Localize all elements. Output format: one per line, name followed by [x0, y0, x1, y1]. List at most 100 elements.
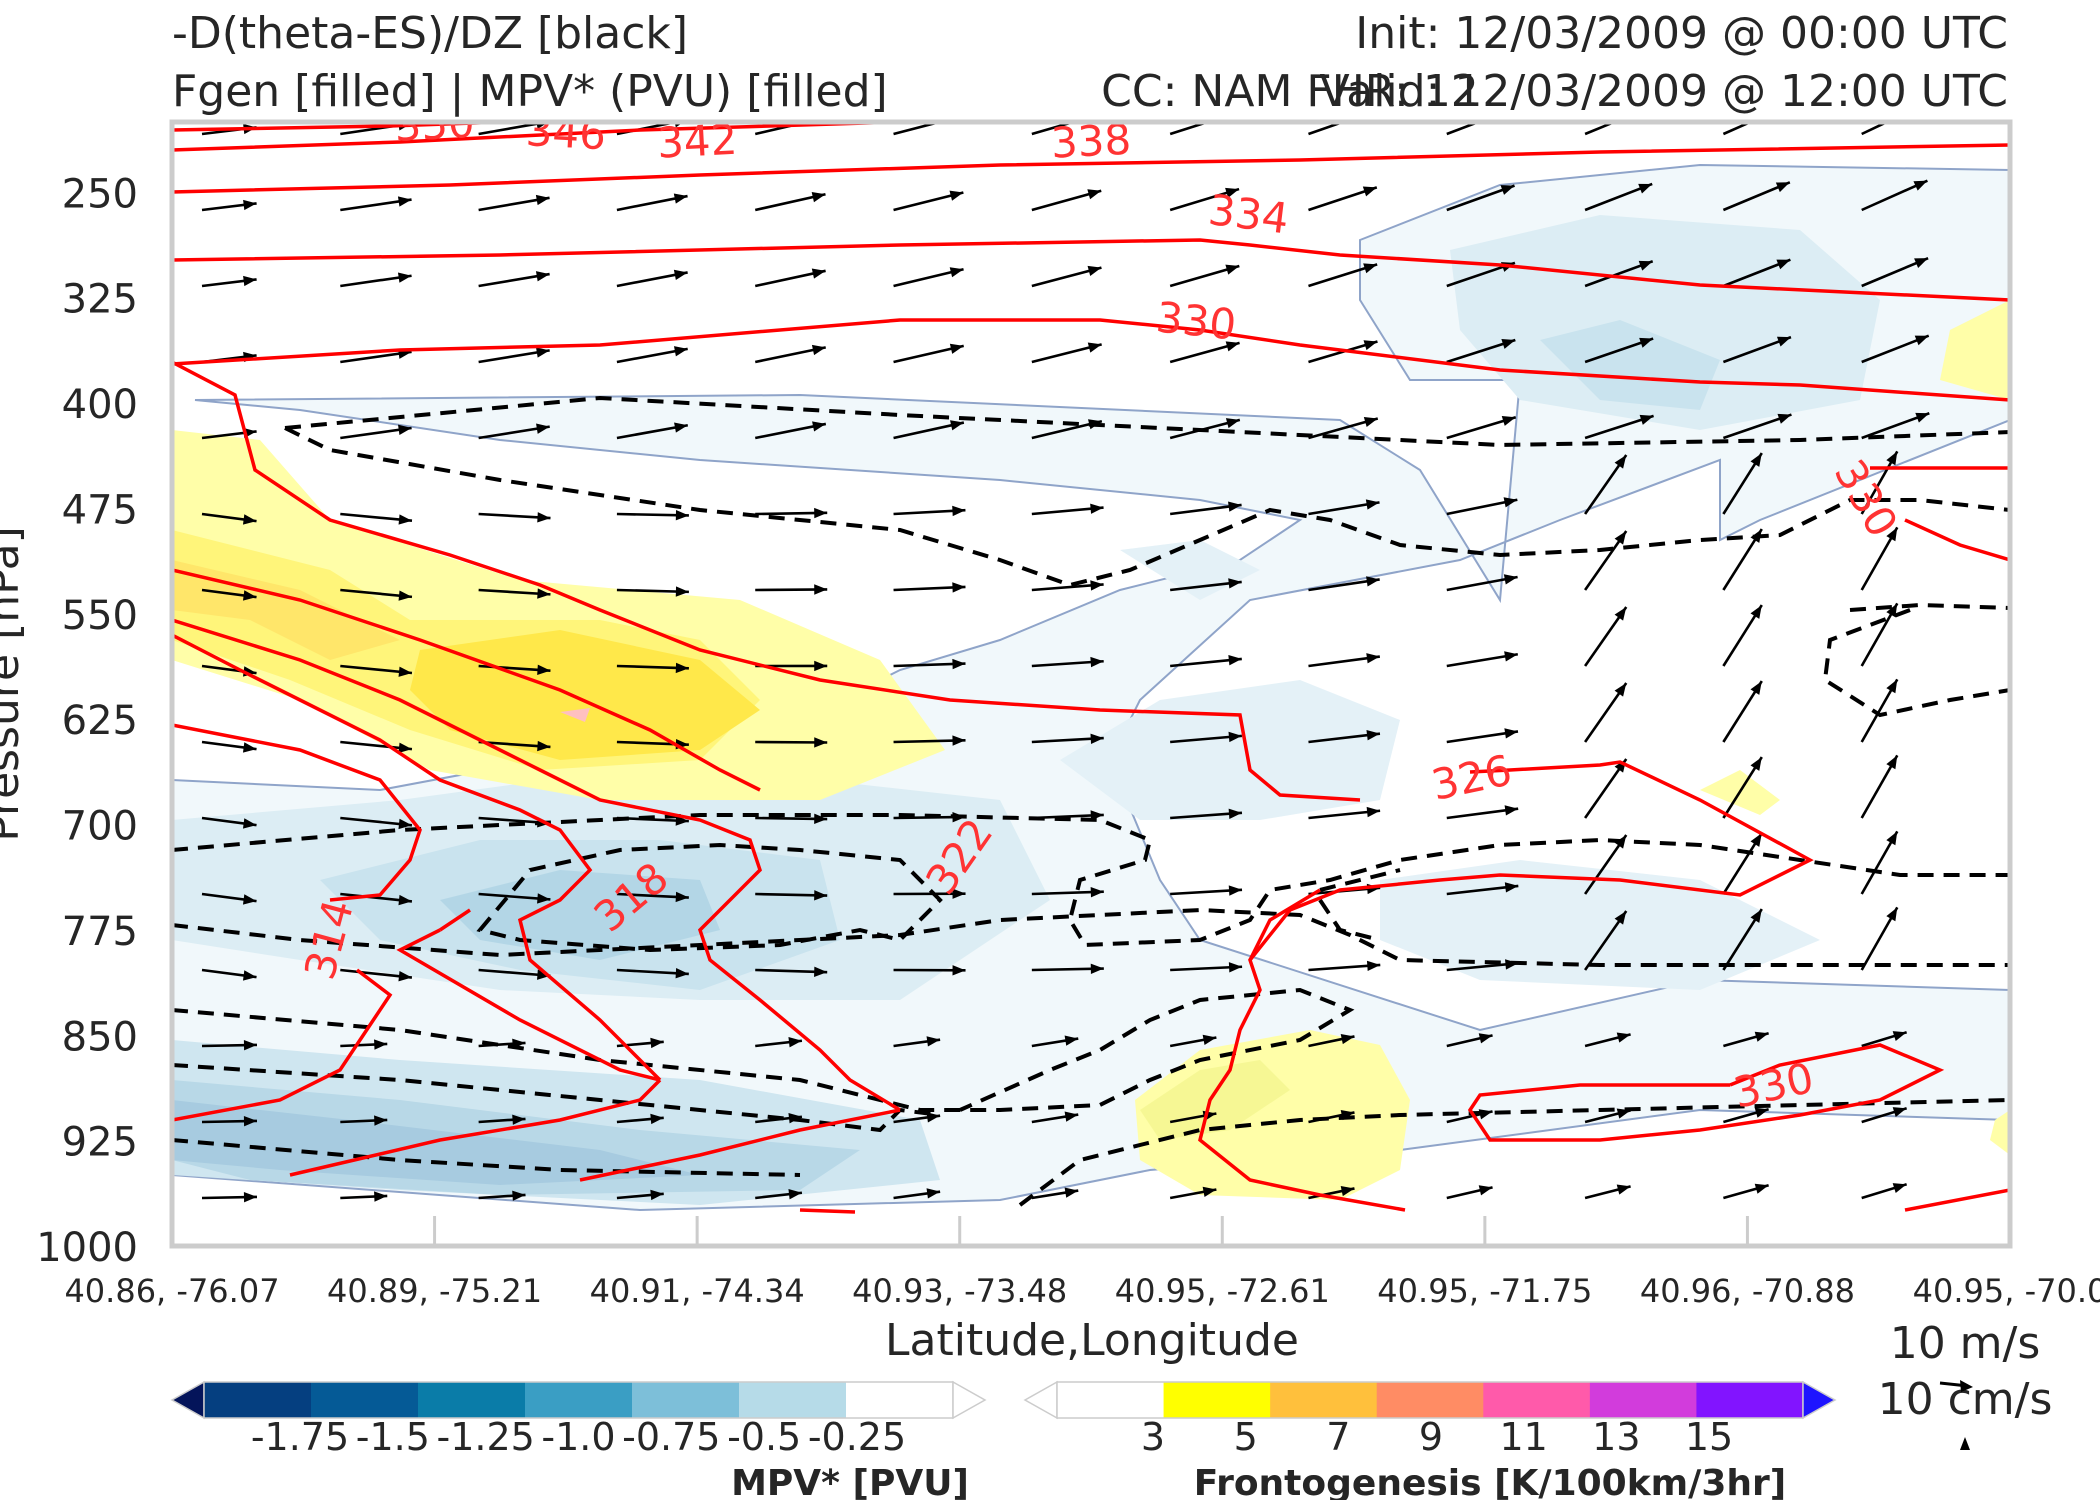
wind-arrow-head — [1914, 335, 1929, 346]
wind-arrow-head — [1090, 963, 1104, 975]
wind-arrow-head — [673, 346, 688, 357]
colorbar-segment — [525, 1382, 633, 1418]
theta-contour-label: 346 — [525, 106, 608, 159]
colorbar-tick-label: 5 — [1234, 1415, 1258, 1459]
wind-arrow-head — [1504, 728, 1518, 739]
wind-legend-cms: 10 cm/s — [1878, 1374, 2053, 1425]
wind-arrow-head — [1616, 1032, 1631, 1043]
x-tick-label: 40.95, -71.75 — [1377, 1272, 1592, 1310]
wind-arrow-head — [1754, 1183, 1769, 1194]
wind-arrow-head — [674, 422, 688, 433]
wind-arrow-head — [675, 662, 689, 674]
wind-arrow-head — [1777, 413, 1792, 424]
wind-arrow-head — [1614, 910, 1627, 925]
theta-contour-label: 338 — [1050, 115, 1133, 168]
wind-arrow-head — [1504, 882, 1519, 893]
wind-arrow-head — [814, 660, 828, 672]
wind-arrow-head — [1202, 1186, 1217, 1197]
wind-arrow-head — [1228, 962, 1243, 973]
x-axis: 40.86, -76.07 40.89, -75.21 40.91, -74.34 4… — [64, 1216, 2100, 1310]
title-left-line2: Fgen [filled] | MPV* (PVU) [filled] — [172, 66, 888, 117]
wind-arrow-head — [673, 269, 688, 281]
wind-arrow-head — [1228, 885, 1243, 896]
wind-arrow-head — [398, 894, 412, 906]
colorbar-segment — [846, 1382, 954, 1418]
wind-arrow-head — [537, 740, 551, 752]
wind-arrow-head — [1750, 681, 1762, 695]
wind-arrow-head — [1090, 580, 1104, 591]
wind-arrow-head — [1750, 833, 1762, 847]
wind-arrow-shaft — [893, 122, 945, 136]
wind-arrow-head — [1064, 1111, 1079, 1122]
wind-arrow-head — [1614, 606, 1627, 621]
wind-arrow-head — [1504, 805, 1519, 816]
wind-arrow-head — [952, 965, 966, 976]
wind-arrow-head — [1776, 336, 1791, 347]
wind-arrow-head — [1639, 414, 1654, 425]
wind-arrow-head — [1886, 755, 1898, 770]
wind-arrow-head — [1225, 187, 1240, 198]
wind-arrow-head — [537, 969, 551, 980]
wind-arrow-head — [1087, 265, 1102, 276]
wind-arrow-shaft — [1722, 122, 1754, 136]
colorbar-left-extension — [1023, 1380, 1058, 1420]
x-tick-label: 40.95, -70.0 — [1913, 1272, 2100, 1310]
wind-arrow-head — [1087, 342, 1102, 353]
colorbar-left-extension — [170, 1380, 205, 1420]
wind-arrow-head — [814, 966, 828, 977]
wind-arrow-head — [1892, 1107, 1907, 1118]
wind-arrow-shaft — [1446, 122, 1483, 136]
wind-arrow-head — [1750, 605, 1762, 619]
wind-arrow-head — [926, 1188, 941, 1199]
wind-arrow-head — [1754, 1107, 1769, 1118]
wind-arrow-head — [1886, 907, 1898, 922]
wind-arrow-head — [1639, 337, 1654, 348]
wind-arrow-head — [1228, 731, 1242, 743]
wind-arrow-head — [1478, 1185, 1493, 1196]
colorbar-tick-label: -0.5 — [727, 1415, 801, 1459]
colorbar-segment — [1589, 1382, 1697, 1418]
wind-arrow-head — [1886, 527, 1898, 542]
wind-arrow-head — [1750, 453, 1762, 467]
wind-reference-arrowhead-vertical — [1960, 1437, 1970, 1450]
colorbar-tick-label: -1.0 — [541, 1415, 615, 1459]
wind-arrow-head — [811, 268, 826, 279]
y-tick-label: 625 — [62, 698, 138, 744]
wind-arrow-head — [811, 344, 826, 356]
colorbar-tick-label: -1.75 — [251, 1415, 349, 1459]
wind-arrow-head — [1500, 185, 1515, 195]
wind-arrow-head — [243, 1191, 257, 1203]
y-tick-label: 925 — [62, 1120, 138, 1166]
x-tick-label: 40.86, -76.07 — [64, 1272, 279, 1310]
colorbar-tick-label: 7 — [1326, 1415, 1350, 1459]
wind-arrow-head — [398, 590, 412, 601]
wind-arrow-head — [673, 193, 688, 204]
wind-arrow-head — [1087, 189, 1102, 200]
wind-arrow-shaft — [1861, 122, 1891, 136]
wind-arrow-head — [926, 1036, 941, 1047]
wind-arrow-head — [1366, 960, 1381, 972]
colorbar-segment — [1270, 1382, 1378, 1418]
mpv-colorbar-label: MPV* [PVU] — [731, 1463, 969, 1500]
wind-arrow-head — [243, 275, 257, 287]
title-valid: Valid: 12/03/2009 @ 12:00 UTC — [1320, 66, 2008, 117]
wind-arrow-head — [1362, 186, 1377, 197]
wind-arrow-head — [1340, 1034, 1355, 1045]
wind-arrow-head — [243, 1115, 257, 1127]
wind-arrow-head — [398, 666, 412, 677]
wind-arrow-head — [812, 421, 826, 432]
wind-arrow-head — [242, 514, 257, 525]
wind-arrow-head — [1363, 340, 1378, 351]
wind-arrow-head — [650, 1037, 664, 1049]
x-tick-label: 40.91, -74.34 — [590, 1272, 805, 1310]
x-tick-label: 40.93, -73.48 — [852, 1272, 1067, 1310]
wind-arrow-head — [1616, 1184, 1631, 1195]
wind-arrow-head — [512, 1190, 526, 1201]
theta-contour-label: 350 — [393, 98, 476, 151]
wind-arrow-head — [1750, 909, 1762, 923]
wind-arrow-head — [1886, 831, 1898, 846]
wind-arrow-head — [512, 1114, 526, 1125]
wind-arrow-head — [1914, 258, 1929, 268]
wind-arrow-head — [814, 813, 828, 825]
